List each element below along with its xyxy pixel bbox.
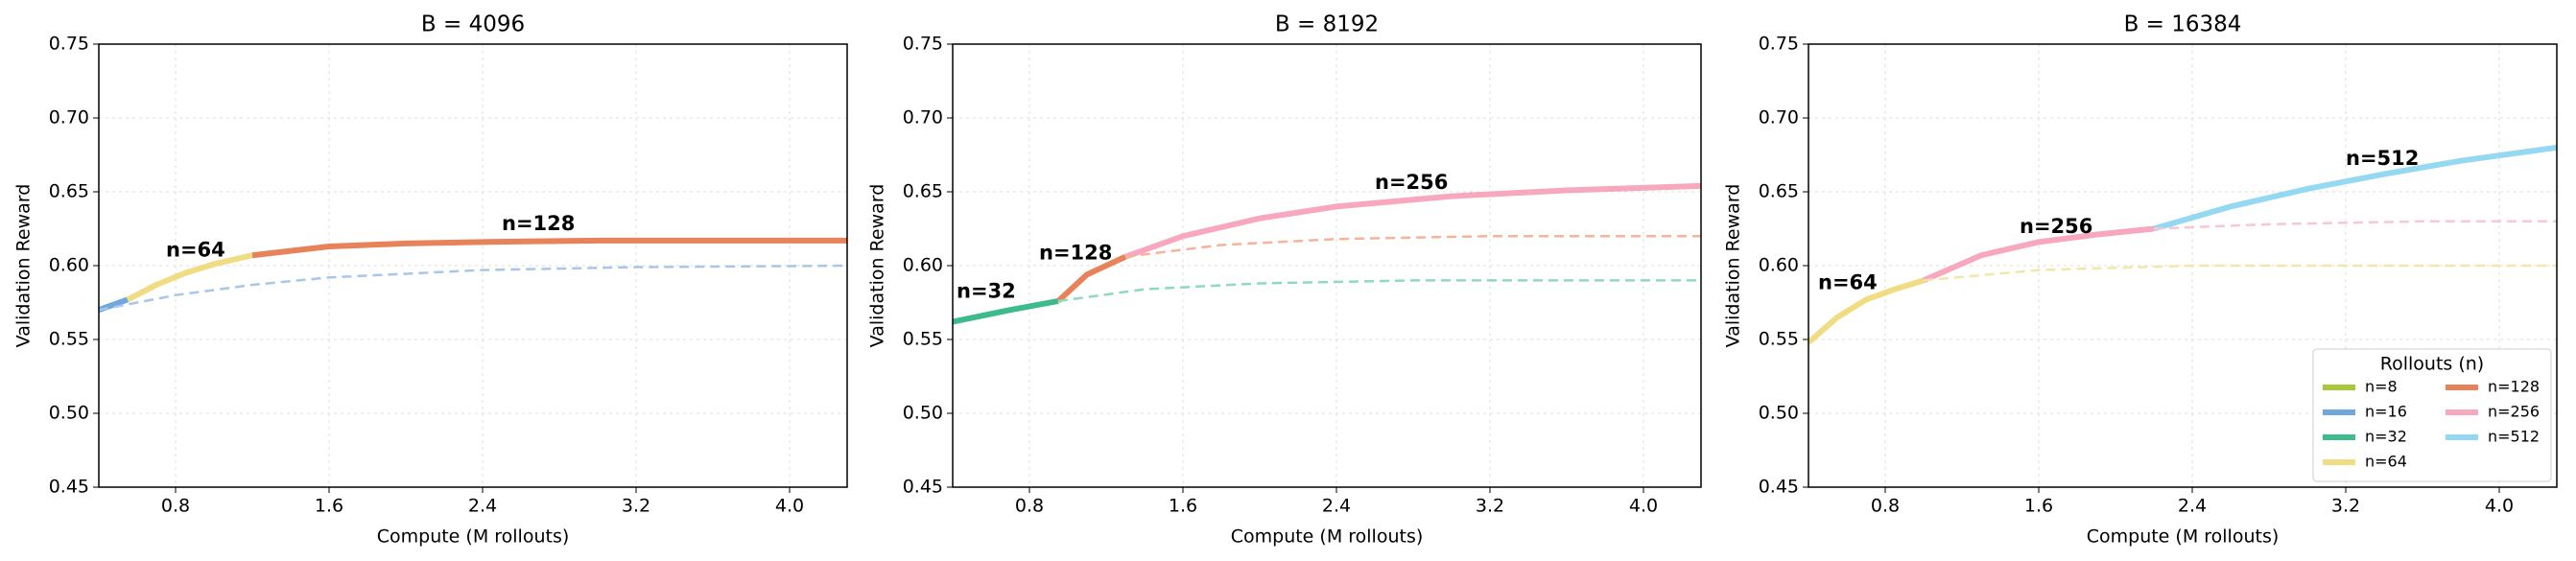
legend-label: n=8	[2365, 378, 2398, 396]
y-tick-label: 0.70	[1759, 107, 1799, 129]
legend-label: n=64	[2365, 453, 2407, 471]
x-axis-label: Compute (M rollouts)	[1231, 526, 1424, 548]
y-tick-label: 0.50	[1759, 403, 1799, 424]
x-tick-label: 0.8	[1015, 496, 1044, 517]
x-tick-label: 2.4	[468, 496, 497, 517]
legend-label: n=16	[2365, 403, 2407, 421]
legend-box	[2312, 348, 2552, 482]
legend-label: n=512	[2488, 428, 2540, 446]
panel: 0.8 1.6 2.4 3.2 4.0 0.45 0.50 0.55 0.60 0.65 0.70 0…	[867, 12, 1702, 548]
x-tick-label: 4.0	[2485, 496, 2514, 517]
x-tick-label: 3.2	[1476, 496, 1504, 517]
y-axis-label: Validation Reward	[867, 184, 888, 348]
panel: 0.8 1.6 2.4 3.2 4.0 0.45 0.50 0.55 0.60 0.65 0.70 0…	[1723, 12, 2558, 548]
annotation: n=64	[166, 239, 225, 262]
legend-label: n=32	[2365, 428, 2407, 446]
series-line	[1922, 225, 2155, 284]
legend-label: n=256	[2488, 403, 2540, 421]
legend-label: n=128	[2488, 378, 2540, 396]
series-line	[1055, 254, 1127, 304]
y-tick-label: 0.65	[49, 181, 89, 202]
series-line	[251, 237, 847, 259]
fit-line	[1923, 264, 2557, 282]
x-tick-label: 2.4	[2178, 496, 2207, 517]
plot-frame	[1808, 43, 2558, 488]
series-line	[1807, 277, 1925, 345]
chart-title: B = 8192	[1275, 12, 1379, 37]
annotation: n=256	[2020, 215, 2092, 238]
y-tick-label: 0.50	[903, 403, 943, 424]
y-tick-label: 0.55	[903, 329, 943, 350]
chart-title: B = 4096	[421, 12, 525, 37]
x-tick-label: 1.6	[2024, 496, 2053, 517]
y-tick-label: 0.65	[903, 181, 943, 202]
series-line	[2153, 144, 2558, 232]
series-line	[952, 298, 1059, 325]
y-tick-label: 0.60	[1759, 255, 1799, 276]
chart-title: B = 16384	[2124, 12, 2242, 37]
series-line	[126, 252, 253, 303]
y-tick-label: 0.70	[903, 107, 943, 129]
annotation: n=64	[1818, 270, 1878, 293]
y-tick-label: 0.45	[1759, 477, 1799, 498]
fit-line	[98, 264, 848, 312]
y-tick-label: 0.60	[903, 255, 943, 276]
plot-frame	[98, 43, 848, 488]
y-tick-label: 0.45	[903, 477, 943, 498]
y-axis-label: Validation Reward	[13, 184, 35, 348]
annotation: n=128	[502, 212, 575, 235]
x-tick-label: 3.2	[2331, 496, 2360, 517]
fit-line	[1057, 279, 1701, 303]
fit-line	[2153, 220, 2557, 230]
y-axis-label: Validation Reward	[1723, 184, 1744, 348]
annotation: n=256	[1375, 171, 1448, 194]
x-tick-label: 0.8	[161, 496, 190, 517]
x-tick-label: 2.4	[1322, 496, 1351, 517]
annotation: n=32	[957, 280, 1016, 303]
panel: 0.8 1.6 2.4 3.2 4.0 0.45 0.50 0.55 0.60 0.65 0.70 0…	[13, 12, 848, 548]
x-tick-label: 0.8	[1871, 496, 1900, 517]
y-tick-label: 0.60	[49, 255, 89, 276]
fit-line	[1124, 234, 1701, 259]
y-tick-label: 0.55	[1759, 329, 1799, 350]
annotation: n=512	[2346, 147, 2419, 170]
x-tick-label: 1.6	[315, 496, 343, 517]
y-tick-label: 0.65	[1759, 181, 1799, 202]
y-tick-label: 0.50	[49, 403, 89, 424]
y-tick-label: 0.45	[49, 477, 89, 498]
annotation: n=128	[1039, 242, 1112, 265]
legend: Rollouts (n) n=8 n=16 n=32 n=64 n=128 n=256 n=5…	[2312, 348, 2552, 482]
y-tick-label: 0.55	[49, 329, 89, 350]
y-tick-label: 0.70	[49, 107, 89, 129]
x-axis-label: Compute (M rollouts)	[377, 526, 570, 548]
y-tick-label: 0.75	[1759, 34, 1799, 55]
x-tick-label: 4.0	[1629, 496, 1658, 517]
series-line	[1123, 182, 1702, 260]
x-tick-label: 1.6	[1169, 496, 1197, 517]
y-tick-label: 0.75	[49, 34, 89, 55]
x-tick-label: 4.0	[775, 496, 804, 517]
x-axis-label: Compute (M rollouts)	[2087, 526, 2280, 548]
plot-frame	[952, 43, 1702, 488]
x-tick-label: 3.2	[622, 496, 650, 517]
y-tick-label: 0.75	[903, 34, 943, 55]
legend-title: Rollouts (n)	[2380, 354, 2484, 375]
